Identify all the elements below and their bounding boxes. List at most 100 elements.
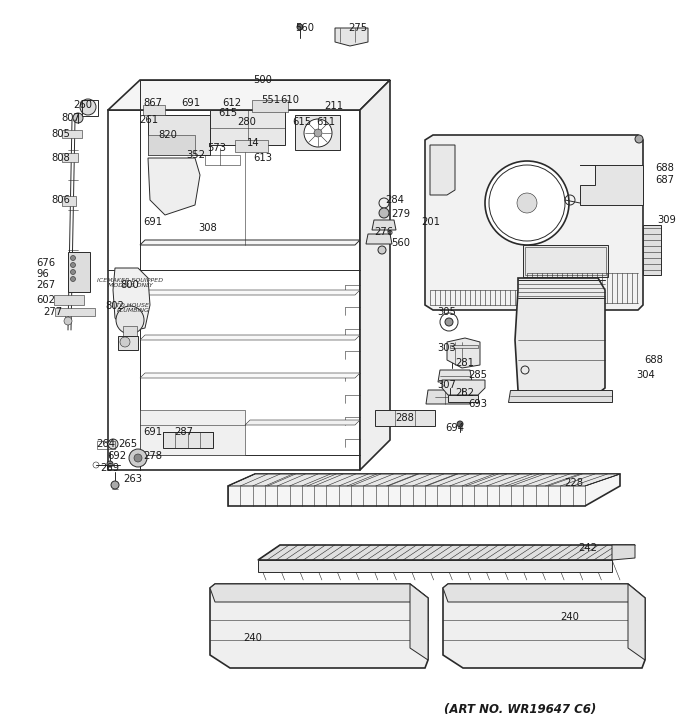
Bar	[62, 130, 82, 138]
Text: 807: 807	[61, 113, 80, 123]
Text: TO HOUSE
PLUMBING: TO HOUSE PLUMBING	[116, 302, 150, 313]
Circle shape	[635, 135, 643, 143]
Polygon shape	[140, 410, 245, 455]
Text: 261: 261	[139, 115, 158, 125]
Text: 867: 867	[143, 98, 162, 108]
Text: 691: 691	[181, 98, 200, 108]
Polygon shape	[245, 420, 360, 425]
Text: 275: 275	[348, 23, 367, 33]
Text: 288: 288	[395, 413, 414, 423]
Circle shape	[314, 129, 322, 137]
Text: 688: 688	[644, 355, 663, 365]
Circle shape	[73, 113, 83, 123]
Text: 240: 240	[560, 612, 579, 622]
Bar	[525, 247, 606, 275]
Text: 14: 14	[247, 138, 260, 148]
Text: 201: 201	[421, 217, 440, 227]
Polygon shape	[258, 545, 635, 560]
Polygon shape	[515, 278, 605, 398]
Text: 693: 693	[468, 399, 487, 409]
Text: 352: 352	[186, 150, 205, 160]
Polygon shape	[258, 560, 612, 572]
Polygon shape	[425, 135, 643, 310]
Text: 303: 303	[437, 343, 456, 353]
Circle shape	[71, 270, 75, 275]
Circle shape	[80, 99, 96, 115]
Text: 691: 691	[143, 427, 162, 437]
Text: 228: 228	[564, 478, 583, 488]
Circle shape	[449, 355, 455, 361]
Text: 282: 282	[455, 388, 474, 398]
Polygon shape	[210, 584, 428, 602]
Polygon shape	[450, 345, 478, 348]
Circle shape	[129, 449, 147, 467]
Text: 676: 676	[36, 258, 55, 268]
Polygon shape	[580, 165, 643, 205]
Polygon shape	[210, 110, 285, 145]
Text: 805: 805	[51, 129, 70, 139]
Circle shape	[485, 161, 569, 245]
Polygon shape	[55, 308, 95, 316]
Circle shape	[64, 317, 72, 325]
Text: 612: 612	[222, 98, 241, 108]
Polygon shape	[375, 410, 435, 426]
Bar	[163, 432, 213, 446]
Text: 691: 691	[143, 217, 162, 227]
Bar	[62, 196, 76, 206]
Polygon shape	[295, 115, 340, 150]
Polygon shape	[372, 220, 396, 230]
Polygon shape	[235, 140, 268, 152]
Polygon shape	[410, 584, 428, 660]
Text: 284: 284	[385, 195, 404, 205]
Text: 613: 613	[253, 153, 272, 163]
Text: 309: 309	[657, 215, 676, 225]
Text: 281: 281	[455, 358, 474, 368]
Bar	[97, 441, 115, 449]
Polygon shape	[443, 584, 645, 668]
Circle shape	[116, 306, 144, 334]
Circle shape	[71, 262, 75, 268]
Text: 602: 602	[36, 295, 55, 305]
Polygon shape	[228, 474, 620, 506]
Polygon shape	[612, 545, 635, 560]
Polygon shape	[252, 100, 288, 112]
Text: 800: 800	[120, 280, 139, 290]
Polygon shape	[335, 28, 368, 46]
Text: 280: 280	[237, 117, 256, 127]
Bar	[523, 245, 608, 277]
Circle shape	[71, 276, 75, 281]
Text: 276: 276	[374, 227, 393, 237]
Text: 211: 211	[324, 101, 343, 111]
Polygon shape	[140, 373, 360, 378]
Text: 802: 802	[105, 301, 124, 311]
Text: 808: 808	[51, 153, 70, 163]
Polygon shape	[426, 390, 470, 404]
Circle shape	[304, 119, 332, 147]
Text: 611: 611	[316, 117, 335, 127]
Polygon shape	[442, 380, 485, 395]
Circle shape	[71, 255, 75, 260]
Polygon shape	[443, 584, 645, 602]
Polygon shape	[360, 80, 390, 470]
Circle shape	[108, 439, 118, 449]
Text: 820: 820	[158, 130, 177, 140]
Circle shape	[111, 481, 119, 489]
Text: 688: 688	[655, 163, 674, 173]
Bar	[118, 336, 138, 350]
Polygon shape	[143, 105, 165, 115]
Polygon shape	[148, 158, 200, 215]
Text: 263: 263	[123, 474, 142, 484]
Text: 264: 264	[96, 439, 115, 449]
Text: 573: 573	[207, 143, 226, 153]
Circle shape	[134, 454, 142, 462]
Text: 307: 307	[437, 380, 456, 390]
Polygon shape	[140, 240, 360, 245]
Text: 304: 304	[636, 370, 655, 380]
Text: 287: 287	[174, 427, 193, 437]
Polygon shape	[508, 390, 612, 402]
Circle shape	[378, 246, 386, 254]
Text: 269: 269	[100, 463, 119, 473]
Text: 277: 277	[43, 307, 62, 317]
Text: 240: 240	[243, 633, 262, 643]
Text: 615: 615	[218, 108, 237, 118]
